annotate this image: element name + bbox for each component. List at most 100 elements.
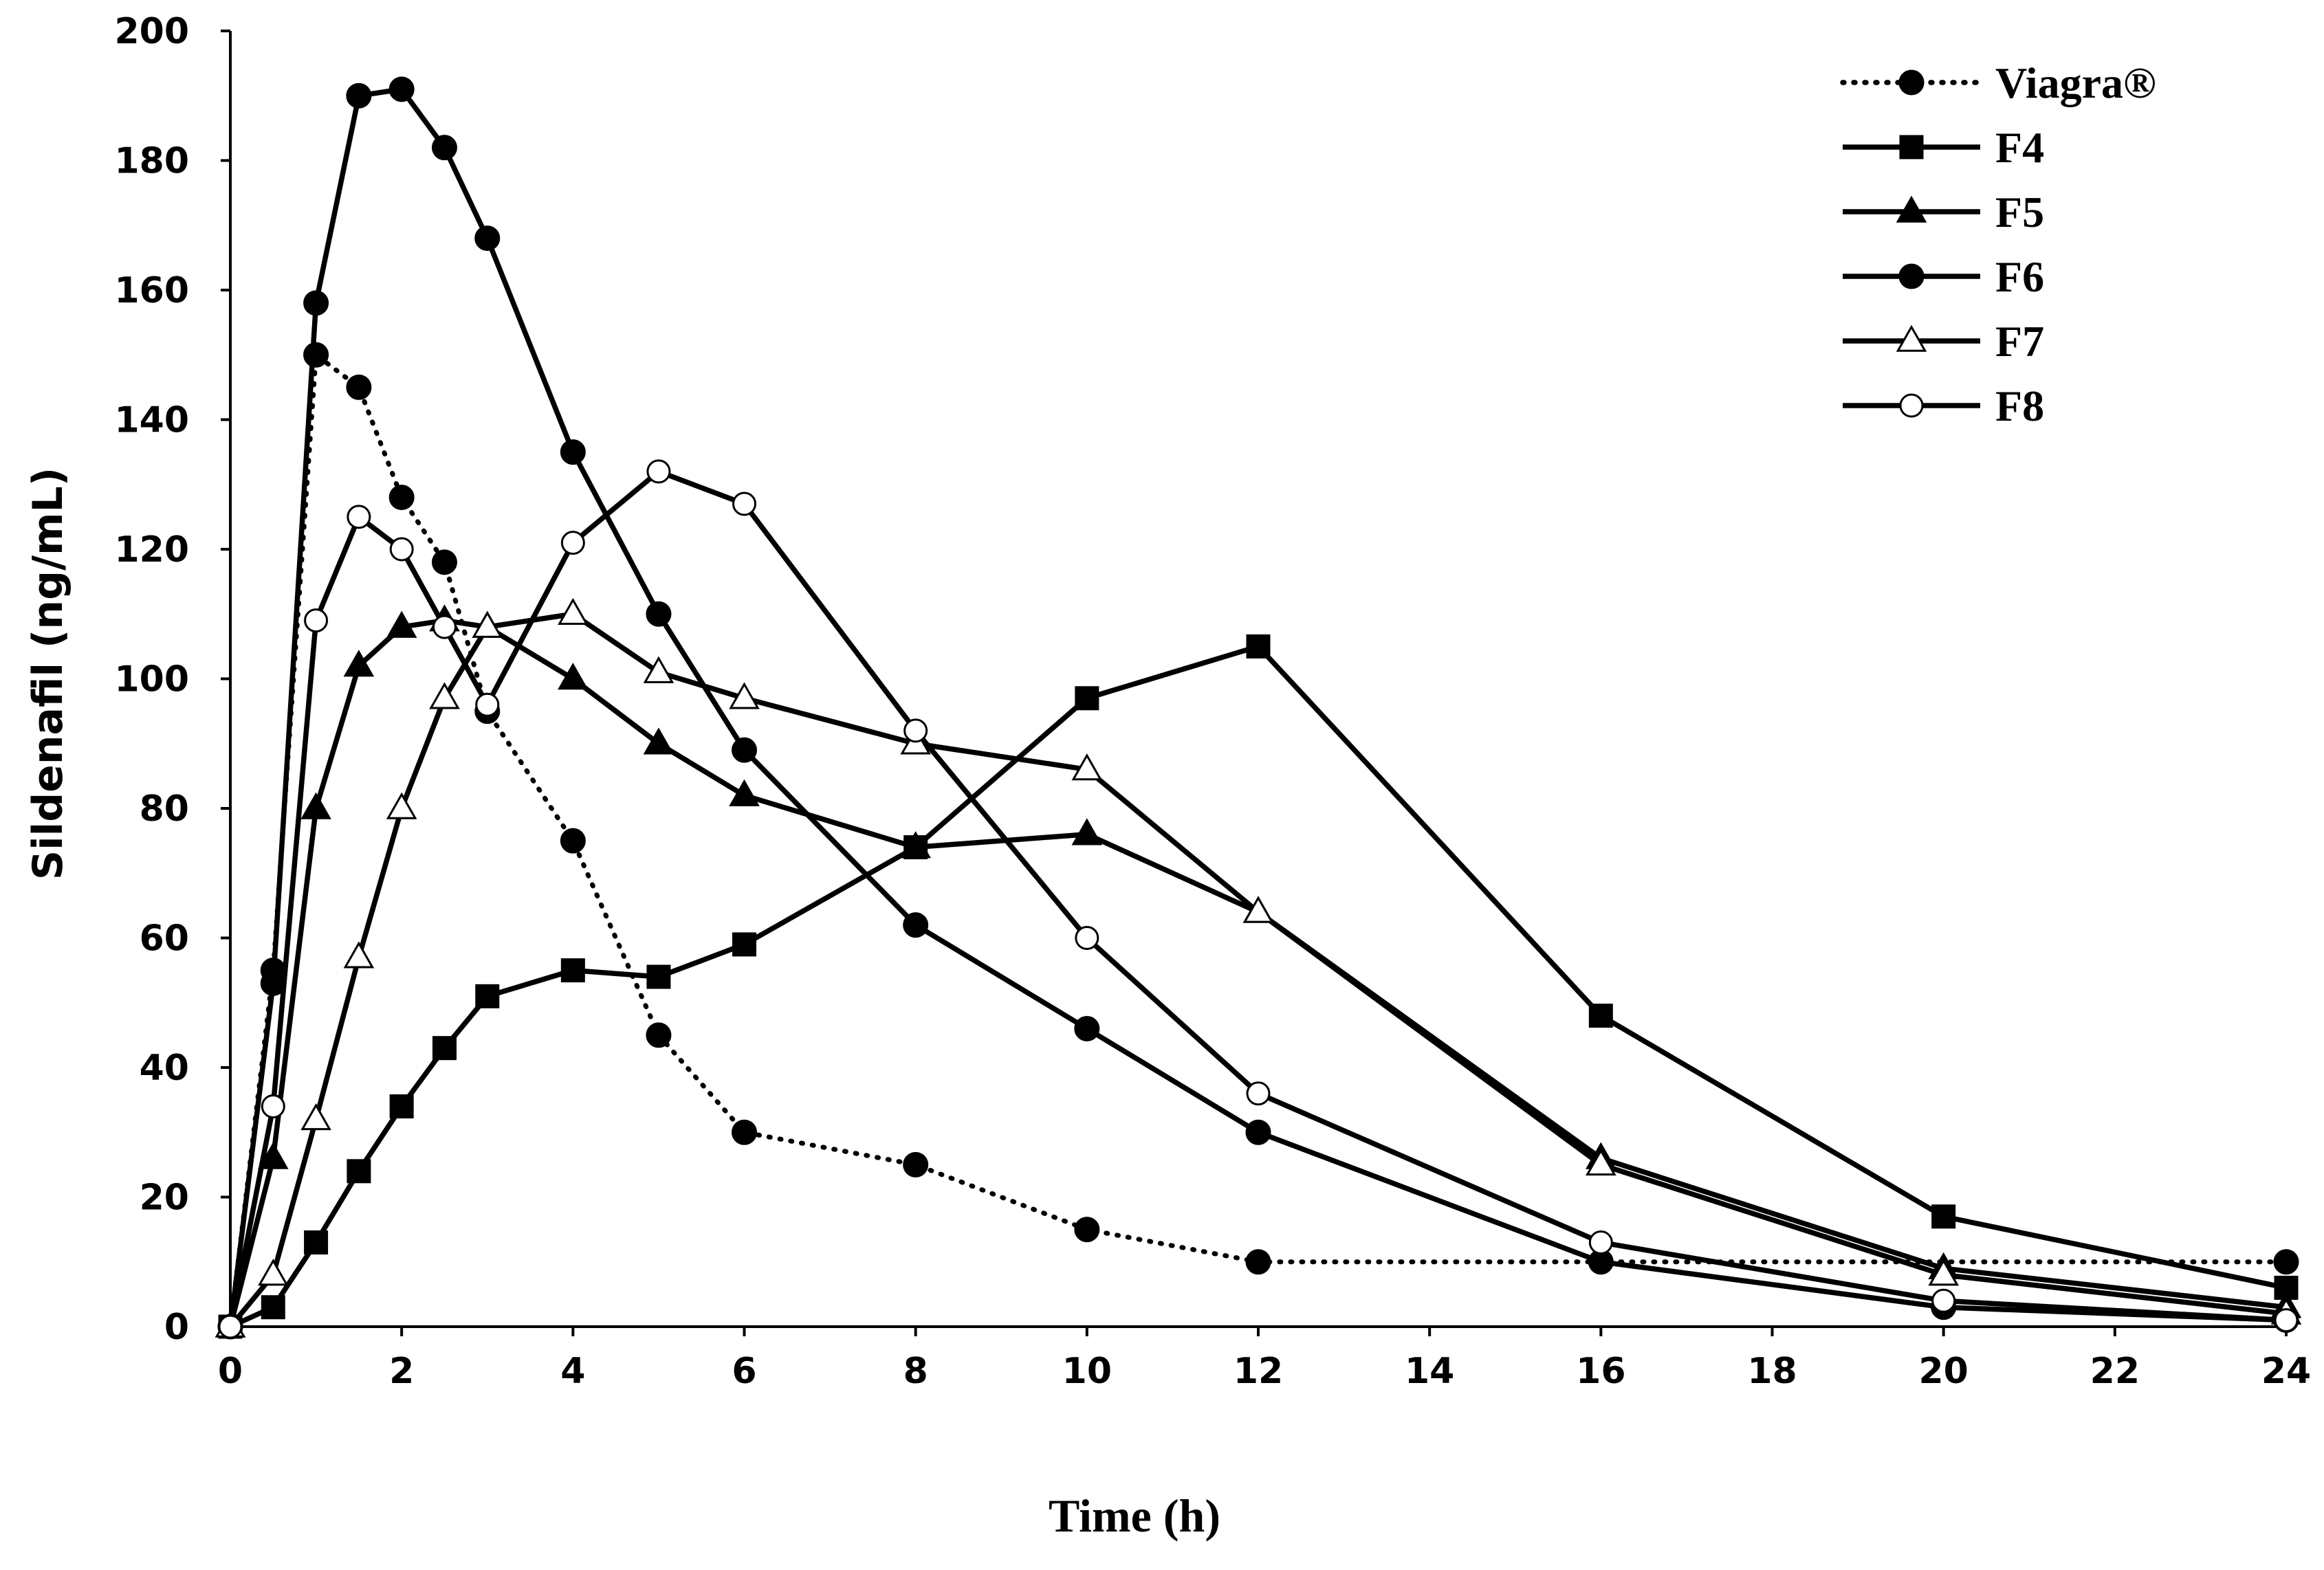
data-point-f6 bbox=[388, 76, 415, 102]
data-point-f8 bbox=[646, 459, 671, 484]
data-point-f6 bbox=[1245, 1119, 1271, 1145]
data-point-f4 bbox=[732, 932, 756, 957]
legend-item-f6: F6 bbox=[1843, 252, 2044, 301]
y-tick-label: 20 bbox=[140, 1178, 189, 1219]
data-point-f8 bbox=[389, 537, 414, 562]
data-point-f4 bbox=[304, 1230, 329, 1254]
data-point-f4 bbox=[646, 964, 671, 989]
data-point-f7 bbox=[558, 597, 589, 626]
series-line-f5 bbox=[228, 617, 2287, 1327]
data-point-f8 bbox=[560, 531, 585, 555]
data-point-viagra bbox=[1245, 1249, 1271, 1275]
series-line-f6 bbox=[228, 87, 2287, 1327]
data-point-f5 bbox=[386, 610, 417, 638]
series-viagra bbox=[217, 342, 2299, 1340]
data-point-f6 bbox=[1074, 1015, 1100, 1041]
data-point-f5 bbox=[643, 727, 675, 755]
data-point-viagra bbox=[903, 1151, 929, 1178]
data-point-viagra bbox=[2273, 1249, 2299, 1275]
y-tick-label: 140 bbox=[114, 400, 189, 441]
x-tick-label: 4 bbox=[560, 1351, 585, 1392]
data-point-viagra bbox=[346, 374, 372, 400]
legend-marker-f5 bbox=[1896, 195, 1927, 223]
data-point-f6 bbox=[474, 225, 501, 252]
series-f6 bbox=[217, 76, 2299, 1340]
data-point-f7 bbox=[386, 792, 417, 819]
x-tick-label: 14 bbox=[1405, 1351, 1454, 1392]
legend-item-f7: F7 bbox=[1843, 317, 2044, 366]
legend-label-f4: F4 bbox=[1995, 123, 2044, 172]
data-point-f6 bbox=[303, 290, 329, 316]
legend-label-f8: F8 bbox=[1995, 382, 2044, 430]
data-point-f8 bbox=[2274, 1308, 2299, 1333]
data-point-f8 bbox=[1246, 1081, 1271, 1106]
data-point-f7 bbox=[257, 1259, 289, 1286]
data-point-viagra bbox=[303, 342, 329, 368]
series-line-f7 bbox=[228, 611, 2287, 1329]
y-tick-label: 180 bbox=[114, 141, 189, 182]
series-line-f8 bbox=[228, 469, 2287, 1327]
x-tick-label: 0 bbox=[218, 1351, 243, 1392]
legend-marker-f6 bbox=[1898, 263, 1925, 289]
legend-label-f6: F6 bbox=[1995, 252, 2044, 301]
series-f8 bbox=[218, 459, 2299, 1339]
data-point-f4 bbox=[389, 1094, 414, 1119]
data-point-f8 bbox=[903, 718, 928, 743]
x-tick-label: 2 bbox=[389, 1351, 414, 1392]
data-point-f4 bbox=[1931, 1204, 1956, 1229]
legend-marker-viagra bbox=[1898, 69, 1925, 96]
x-tick-label: 6 bbox=[732, 1351, 756, 1392]
legend-marker-f7 bbox=[1896, 324, 1927, 352]
legend-item-viagra: Viagra® bbox=[1840, 58, 2156, 107]
x-tick-label: 22 bbox=[2090, 1351, 2140, 1392]
data-point-f7 bbox=[643, 656, 675, 683]
data-point-f7 bbox=[1242, 896, 1274, 923]
data-point-f7 bbox=[1071, 753, 1103, 781]
data-point-f7 bbox=[729, 682, 760, 709]
series-layer bbox=[215, 76, 2302, 1340]
x-axis-title: Time (h) bbox=[1049, 1490, 1220, 1542]
data-point-viagra bbox=[646, 1022, 672, 1048]
data-point-f5 bbox=[1071, 818, 1103, 845]
y-tick-label: 200 bbox=[114, 11, 189, 52]
legend-label-f5: F5 bbox=[1995, 188, 2044, 236]
x-tick-label: 18 bbox=[1747, 1351, 1797, 1392]
data-point-f4 bbox=[475, 984, 500, 1008]
data-point-f5 bbox=[729, 779, 760, 806]
data-point-f8 bbox=[432, 615, 457, 639]
data-point-f8 bbox=[218, 1314, 243, 1339]
x-tick-label: 8 bbox=[903, 1351, 928, 1392]
data-point-f8 bbox=[261, 1094, 285, 1119]
data-point-f5 bbox=[900, 831, 931, 859]
data-point-f5 bbox=[257, 1142, 289, 1169]
x-tick-label: 20 bbox=[1918, 1351, 1968, 1392]
data-point-f5 bbox=[343, 650, 375, 677]
data-point-f4 bbox=[1246, 634, 1271, 659]
x-tick-label: 10 bbox=[1062, 1351, 1112, 1392]
legend-item-f8: F8 bbox=[1843, 382, 2044, 430]
data-point-viagra bbox=[1074, 1217, 1100, 1243]
data-point-f4 bbox=[1588, 1004, 1613, 1028]
legend: Viagra® F4 F5 F6 F7 F8 bbox=[1840, 58, 2156, 430]
data-point-f4 bbox=[560, 958, 585, 983]
axes: 0 2 4 6 8 10 12 14 16 18 20 22 240204060801001201401… bbox=[114, 11, 2311, 1392]
data-point-f4 bbox=[1075, 686, 1099, 711]
legend-label-viagra: Viagra® bbox=[1995, 58, 2156, 107]
data-point-f8 bbox=[1588, 1230, 1613, 1254]
data-point-f6 bbox=[560, 439, 586, 465]
data-point-f6 bbox=[346, 82, 372, 109]
legend-marker-f8 bbox=[1899, 393, 1924, 418]
x-tick-label: 16 bbox=[1576, 1351, 1625, 1392]
data-point-f8 bbox=[1931, 1288, 1956, 1313]
data-point-f6 bbox=[431, 135, 457, 161]
legend-marker-f4 bbox=[1899, 135, 1924, 159]
y-tick-label: 40 bbox=[140, 1048, 189, 1089]
y-tick-label: 60 bbox=[140, 918, 189, 960]
y-tick-label: 120 bbox=[114, 529, 189, 571]
data-point-f7 bbox=[472, 610, 503, 638]
series-line-f4 bbox=[229, 643, 2287, 1329]
data-point-f6 bbox=[646, 601, 672, 627]
y-tick-label: 100 bbox=[114, 659, 189, 700]
data-point-f5 bbox=[300, 792, 331, 819]
